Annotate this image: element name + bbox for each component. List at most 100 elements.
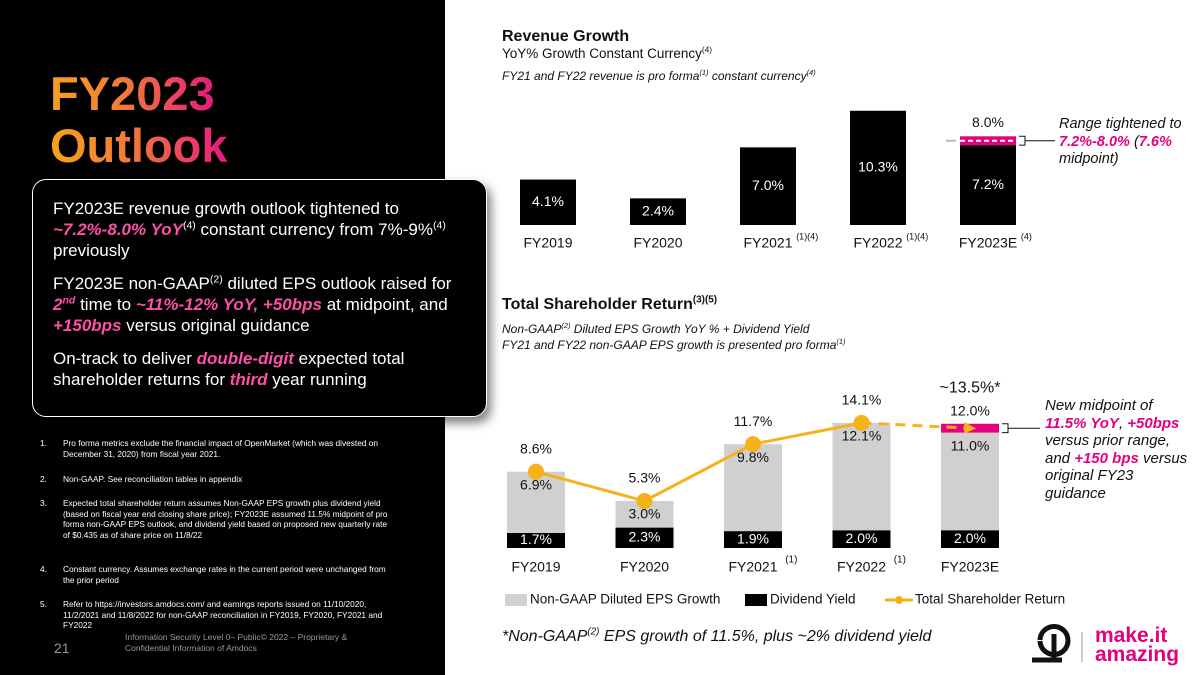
- text: *Non-GAAP: [502, 628, 588, 645]
- text: Total Shareholder Return: [502, 296, 693, 313]
- label: (1): [894, 555, 906, 566]
- label: 8.0%: [972, 114, 1004, 130]
- label: 3.0%: [629, 506, 661, 522]
- text: at midpoint, and: [321, 295, 448, 314]
- footnote-number: 5.: [40, 599, 47, 609]
- text: 2: [53, 295, 63, 314]
- text: (2): [561, 321, 571, 330]
- label: 14.1%: [842, 392, 882, 408]
- chart-subtitle: Non-GAAP(2) Diluted EPS Growth YoY % + D…: [502, 322, 809, 336]
- chart-title: Total Shareholder Return(3)(5): [502, 295, 717, 314]
- highlights-box: FY2023E revenue growth outlook tightened…: [32, 179, 487, 417]
- text: constant currency: [708, 69, 807, 83]
- highlight: FY2023E revenue growth outlook tightened…: [53, 198, 466, 261]
- text: versus original FY23 guidance: [1045, 449, 1188, 502]
- label: FY2019: [511, 559, 560, 575]
- text: nd: [62, 294, 76, 307]
- text: EPS growth of 11.5%, plus ~2% dividend y…: [599, 628, 932, 645]
- chart-footnote: *Non-GAAP(2) EPS growth of 11.5%, plus ~…: [502, 627, 932, 646]
- label: 11.0%: [951, 437, 990, 453]
- bar: [850, 110, 906, 225]
- slide-title: Outlook: [50, 119, 228, 172]
- text: FY2023E non-GAAP: [53, 274, 210, 293]
- text: On-track to deliver: [53, 349, 197, 368]
- footnote-text: Constant currency. Assumes exchange rate…: [63, 564, 386, 585]
- bar-segment: [941, 530, 999, 548]
- bar-segment: [941, 432, 999, 531]
- text: +50bps: [1127, 414, 1180, 432]
- label: Total Shareholder Return: [915, 592, 1065, 607]
- legend-dot: [895, 596, 903, 604]
- text: (1): [836, 337, 846, 346]
- legend-swatch: [505, 594, 527, 606]
- footnote-text: Refer to https://investors.amdocs.com/ a…: [63, 599, 383, 630]
- line: [535, 421, 862, 503]
- text: double-digit: [196, 349, 294, 368]
- label: FY2022: [837, 559, 886, 575]
- label: FY2019: [523, 235, 572, 251]
- label: 8.6%: [520, 440, 552, 456]
- footnote-number: 4.: [40, 564, 47, 574]
- text: expected total shareholder returns for: [53, 349, 405, 389]
- label: 1.9%: [737, 530, 769, 546]
- text: (2): [209, 273, 223, 286]
- label: 2.0%: [954, 530, 986, 546]
- footnote-text: Pro forma metrics exclude the financial …: [63, 438, 378, 459]
- chart-note: FY21 and FY22 revenue is pro forma(1) co…: [502, 69, 816, 83]
- label: 2.0%: [846, 530, 878, 546]
- label: (1)(4): [906, 231, 928, 241]
- text: FY2023E revenue growth outlook tightened…: [53, 199, 399, 218]
- text: year running: [267, 370, 367, 389]
- label: 4.1%: [532, 193, 564, 209]
- label: ~13.5%*: [940, 379, 1001, 396]
- text: previously: [53, 241, 130, 260]
- label: FY2020: [633, 235, 682, 251]
- text: versus original guidance: [121, 316, 310, 335]
- text: (4): [182, 219, 196, 232]
- projection: [861, 421, 976, 434]
- label: Non-GAAP Diluted EPS Growth: [530, 592, 720, 607]
- label: 1.7%: [520, 531, 552, 547]
- bar-segment: [507, 471, 565, 533]
- chart-title: Revenue Growth: [502, 28, 630, 45]
- bar-segment: [724, 531, 782, 548]
- text: midpoint): [1059, 151, 1119, 167]
- label: Dividend Yield: [770, 592, 856, 607]
- line-point: [636, 492, 653, 509]
- text: (4): [701, 44, 713, 55]
- footnote-text: Expected total shareholder return assume…: [63, 498, 388, 540]
- bar: [960, 145, 1016, 225]
- bar: [520, 179, 576, 225]
- bracket: [1019, 135, 1055, 146]
- label: 12.1%: [842, 428, 882, 444]
- footnote: 5. Refer to https://investors.amdocs.com/…: [40, 599, 390, 631]
- chart-note: FY21 and FY22 non-GAAP EPS growth is pre…: [502, 338, 846, 352]
- text: ~11%-12% YoY, +50bps: [135, 295, 322, 314]
- text: Non-GAAP: [502, 322, 562, 336]
- text: FY21 and FY22 non-GAAP EPS growth is pre…: [502, 338, 837, 352]
- label: (4): [1021, 231, 1032, 241]
- bar-segment: [507, 532, 565, 548]
- text: amazing: [1095, 643, 1180, 666]
- highlight: FY2023E non-GAAP(2) diluted EPS outlook …: [53, 273, 466, 336]
- bar: [630, 198, 686, 225]
- text: versus prior range, and: [1045, 432, 1171, 467]
- label: 12.0%: [950, 402, 990, 418]
- label: 9.8%: [737, 449, 769, 465]
- page-number: 21: [54, 640, 70, 656]
- label: 11.7%: [734, 413, 773, 429]
- label: FY2021: [728, 559, 777, 575]
- text: FY21 and FY22 revenue is pro forma: [502, 69, 700, 83]
- logo-mark: [1032, 624, 1083, 663]
- label: FY2023E: [941, 559, 999, 575]
- logo-text: make.it amazing: [1095, 624, 1180, 666]
- highlight: On-track to deliver double-digit expecte…: [53, 348, 466, 390]
- text: time to: [75, 295, 136, 314]
- text: 7.2%-8.0%: [1059, 133, 1130, 150]
- footnote-text: Non-GAAP. See reconciliation tables in a…: [63, 474, 243, 484]
- text: make.it: [1095, 624, 1168, 647]
- footnote: 4. Constant currency. Assumes exchange ra…: [40, 564, 390, 585]
- bracket: [1002, 423, 1040, 434]
- footnote-number: 3.: [40, 498, 47, 508]
- label: 2.3%: [629, 528, 661, 544]
